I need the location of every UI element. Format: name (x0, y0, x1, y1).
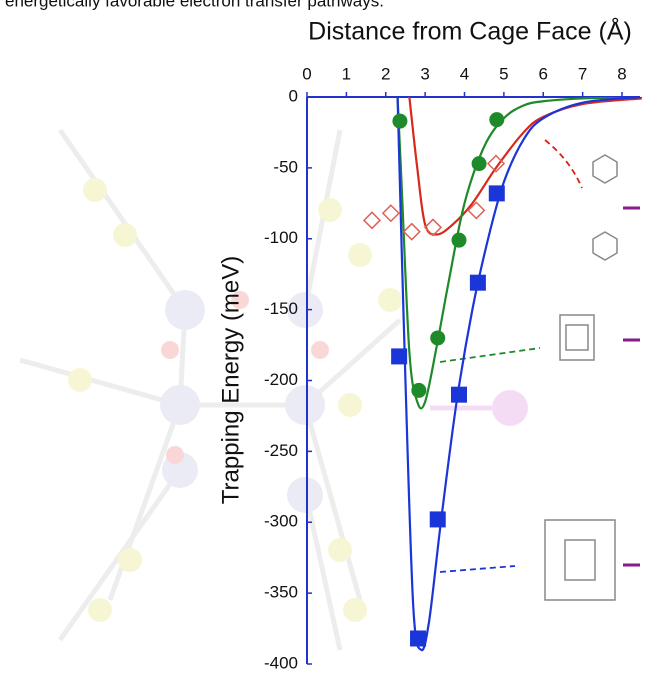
y-axis-label: Trapping Energy (meV) (217, 256, 244, 505)
x-tick-label: 6 (539, 64, 548, 83)
fit-curve (398, 97, 642, 650)
x-tick-label: 7 (578, 64, 587, 83)
y-tick-label: -50 (273, 157, 298, 176)
data-point (391, 348, 407, 364)
x-tick-label: 2 (381, 64, 390, 83)
data-point (404, 224, 420, 240)
data-point (470, 275, 486, 291)
data-point (489, 185, 505, 201)
data-point (411, 383, 426, 398)
data-point (410, 630, 426, 646)
data-point (489, 112, 504, 127)
x-tick-label: 1 (342, 64, 351, 83)
y-tick-label: -350 (264, 583, 298, 602)
x-tick-label: 5 (499, 64, 508, 83)
y-tick-label: -300 (264, 512, 298, 531)
y-tick-label: -100 (264, 228, 298, 247)
fit-curve (409, 97, 641, 235)
x-tick-label: 0 (302, 64, 311, 83)
caption: energetically favorable electron transfe… (5, 0, 384, 10)
level-marks (623, 208, 640, 565)
y-tick-label: -200 (264, 370, 298, 389)
y-tick-label: -400 (264, 653, 298, 672)
data-point (392, 114, 407, 129)
page: {"caption": "energetically favorable ele… (0, 0, 665, 683)
chart: energetically favorable electron transfe… (0, 0, 665, 683)
fit-curve (398, 97, 642, 408)
molecule-icons (545, 155, 617, 600)
x-tick-label: 8 (617, 64, 626, 83)
data-point (451, 233, 466, 248)
x-tick-label: 3 (420, 64, 429, 83)
data-point (425, 219, 441, 235)
y-tick-label: -250 (264, 441, 298, 460)
data-point (451, 387, 467, 403)
data-point (383, 205, 399, 221)
data-point (472, 156, 487, 171)
chart-title: Distance from Cage Face (Å) (308, 16, 632, 46)
y-tick-label: 0 (289, 86, 298, 105)
y-tick-label: -150 (264, 299, 298, 318)
data-point (364, 212, 380, 228)
data-point (430, 511, 446, 527)
x-tick-label: 4 (460, 64, 469, 83)
data-point (430, 330, 445, 345)
